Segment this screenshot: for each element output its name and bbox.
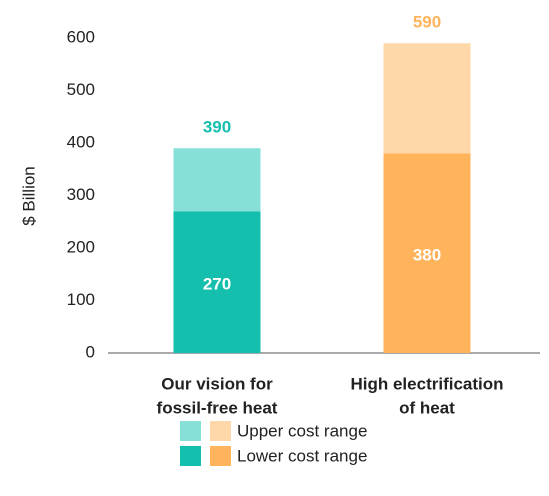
legend-label: Lower cost range xyxy=(237,446,367,465)
y-tick-label: 200 xyxy=(67,237,95,256)
value-label: 270 xyxy=(203,275,231,294)
y-tick-label: 500 xyxy=(67,80,95,99)
y-axis-label: $ Billion xyxy=(19,166,38,226)
total-label: 590 xyxy=(413,13,441,32)
y-tick-label: 100 xyxy=(67,290,95,309)
y-tick-label: 400 xyxy=(67,132,95,151)
bar-segment xyxy=(173,211,261,353)
x-tick-label: High electrification xyxy=(350,374,503,393)
value-label: 380 xyxy=(413,246,441,265)
bar-segment xyxy=(173,148,261,212)
total-label: 390 xyxy=(203,118,231,137)
legend-swatch xyxy=(180,421,201,441)
y-tick-label: 300 xyxy=(67,185,95,204)
bar-segment xyxy=(383,153,471,353)
legend-swatch xyxy=(180,446,201,466)
x-tick-label: fossil-free heat xyxy=(157,398,278,417)
x-tick-label: of heat xyxy=(399,398,455,417)
y-tick-label: 600 xyxy=(67,27,95,46)
y-tick-label: 0 xyxy=(86,342,95,361)
x-tick-label: Our vision for xyxy=(161,374,273,393)
legend-swatch xyxy=(210,421,231,441)
legend-label: Upper cost range xyxy=(237,421,367,440)
legend-swatch xyxy=(210,446,231,466)
bar-segment xyxy=(383,43,471,154)
